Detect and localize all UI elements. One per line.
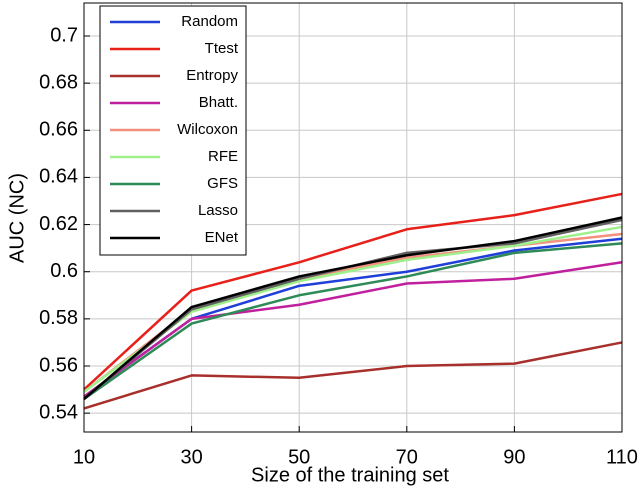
legend-label: Ttest xyxy=(205,40,239,57)
axes-frame xyxy=(83,2,623,433)
x-tick-label: 70 xyxy=(396,446,418,468)
series-line xyxy=(83,216,623,400)
x-tick-label: 10 xyxy=(73,446,95,468)
x-tick-label: 90 xyxy=(503,446,525,468)
series-line xyxy=(83,192,623,391)
y-tick-label: 0.54 xyxy=(39,401,78,423)
y-tick-label: 0.66 xyxy=(39,119,78,141)
x-axis-label: Size of the training set xyxy=(251,464,449,486)
legend-label: Entropy xyxy=(186,67,238,84)
series-line xyxy=(83,242,623,401)
series-line xyxy=(83,341,623,410)
legend-label: GFS xyxy=(207,175,238,192)
legend-label: ENet xyxy=(205,229,239,246)
legend-label: Lasso xyxy=(198,202,238,219)
y-tick-label: 0.62 xyxy=(39,213,78,235)
legend-label: Wilcoxon xyxy=(177,121,238,138)
y-tick-label: 0.64 xyxy=(39,166,78,188)
y-tick-label: 0.6 xyxy=(50,260,78,282)
legend-label: Random xyxy=(181,13,238,30)
y-tick-label: 0.58 xyxy=(39,307,78,329)
y-tick-label: 0.56 xyxy=(39,354,78,376)
y-axis-label: AUC (NC) xyxy=(6,173,28,263)
legend-label: RFE xyxy=(208,148,238,165)
x-tick-label: 50 xyxy=(288,446,310,468)
x-tick-label: 30 xyxy=(180,446,202,468)
legend-label: Bhatt. xyxy=(199,94,238,111)
y-tick-label: 0.68 xyxy=(39,71,78,93)
series-line xyxy=(83,261,623,398)
x-tick-label: 110 xyxy=(606,446,638,468)
legend: Random Ttest Entropy Bhatt. Wilcoxon RFE GFS La… xyxy=(99,5,247,256)
y-tick-label: 0.7 xyxy=(50,24,78,46)
